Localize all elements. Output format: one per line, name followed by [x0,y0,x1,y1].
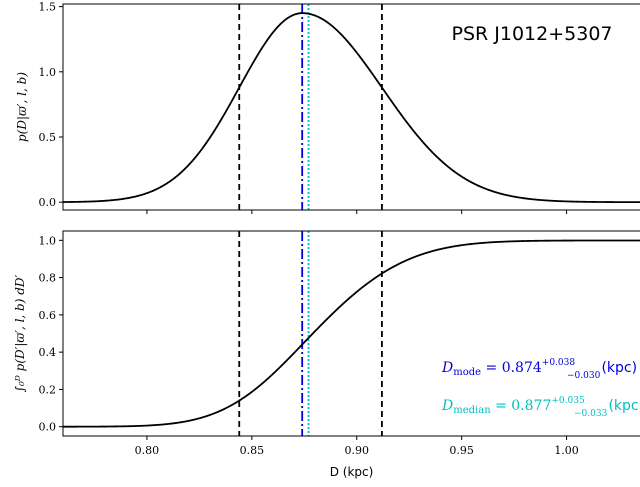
x-tick-label: 0.95 [449,444,474,457]
cdf-panel: 0.0 0.2 0.4 0.6 0.8 1.0 0.80 0.85 0.90 0.95 1.00 ∫… [13,230,640,479]
cdf-y-tick-label: 1.0 [39,234,57,247]
cdf-y-axis-label: ∫₀ᴰ p(D′|ϖ′, l, b) dD′ [13,274,27,392]
x-tick-label: 0.80 [135,444,160,457]
cdf-y-tick-label: 0.4 [39,346,57,359]
pdf-panel-frame [62,3,640,211]
cdf-y-tick-label: 0.2 [39,383,57,396]
median-annotation: Dmedian = 0.877+0.035−0.033 (kpc) [441,396,640,419]
pdf-y-tick-label: 0.0 [39,196,57,209]
pdf-y-tick-label: 1.0 [39,66,57,79]
pdf-y-tick-label: 0.5 [39,131,57,144]
pdf-panel: 0.0 0.5 1.0 1.5 PSR J1012+5307 p(D|ϖ′, l, b… [15,1,640,214]
chart-title: PSR J1012+5307 [452,23,613,45]
cdf-curve [63,239,640,428]
cdf-panel-frame [62,230,640,437]
pdf-y-tick-label: 1.5 [39,1,57,14]
mode-annotation: Dmode = 0.874+0.038 −0.030 (kpc) [441,358,637,381]
cdf-y-tick-label: 0.8 [39,272,57,285]
x-tick-label: 0.85 [240,444,265,457]
pdf-y-axis-label: p(D|ϖ′, l, b) [15,72,29,142]
cdf-y-tick-label: 0.6 [39,309,57,322]
cdf-y-tick-label: 0.0 [39,421,57,434]
x-axis-label: D (kpc) [330,465,374,479]
x-tick-label: 1.00 [554,444,579,457]
x-tick-label: 0.90 [344,444,369,457]
pdf-curve [62,12,640,204]
